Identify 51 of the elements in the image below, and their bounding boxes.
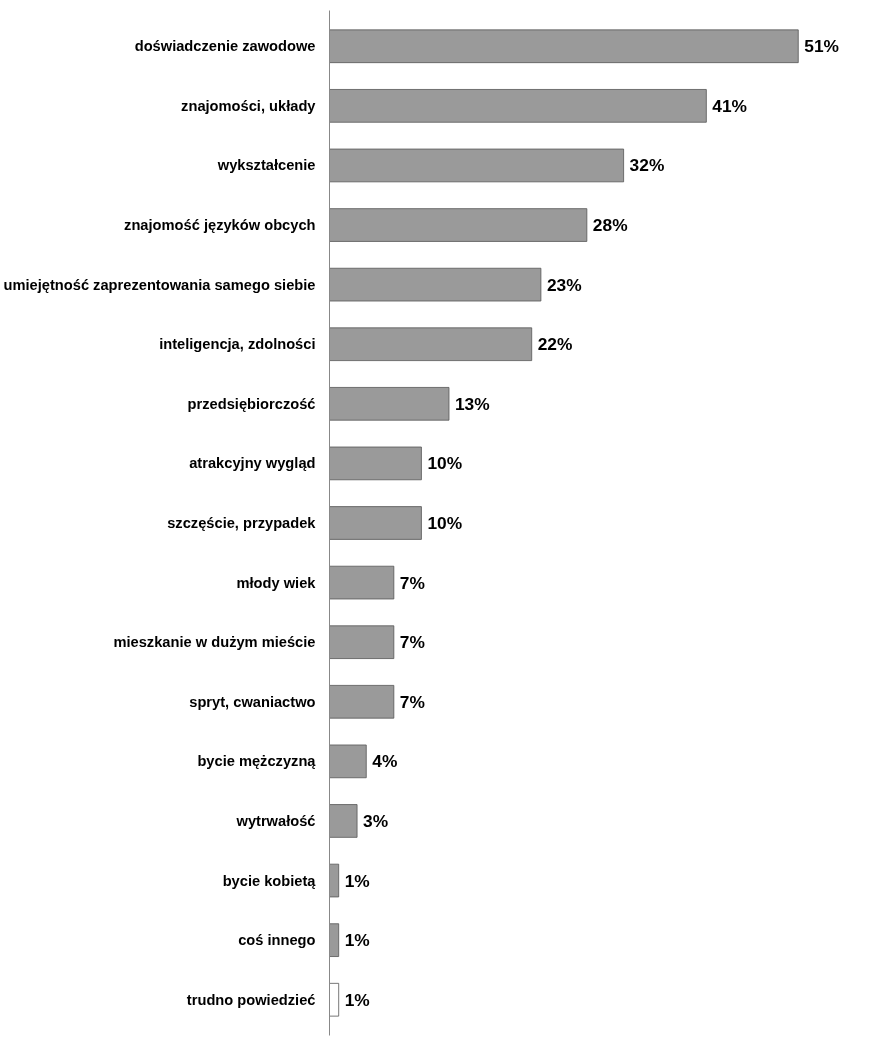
data-label: 10% bbox=[427, 513, 463, 533]
y-tick-label: doświadczenie zawodowe bbox=[134, 38, 316, 55]
bar bbox=[329, 565, 395, 600]
bar bbox=[329, 89, 707, 123]
data-label: 7% bbox=[399, 572, 425, 593]
data-label: 3% bbox=[363, 810, 389, 831]
data-label: 32% bbox=[629, 155, 665, 176]
y-tick-label: bycie kobietą bbox=[222, 872, 317, 889]
bar bbox=[329, 804, 358, 838]
bar bbox=[329, 744, 367, 779]
data-label: 41% bbox=[712, 95, 748, 116]
bar bbox=[329, 446, 422, 481]
bar bbox=[329, 982, 340, 1017]
bar bbox=[329, 387, 450, 421]
y-tick-label: szczęście, przypadek bbox=[167, 515, 317, 531]
data-label: 23% bbox=[546, 274, 582, 295]
data-label: 1% bbox=[344, 989, 370, 1010]
data-label: 13% bbox=[454, 393, 490, 414]
y-tick-label: inteligencja, zdolności bbox=[159, 336, 316, 353]
bar bbox=[329, 863, 340, 898]
data-label: 4% bbox=[372, 751, 398, 772]
data-label: 7% bbox=[399, 691, 425, 712]
y-tick-label: wytrwałość bbox=[235, 812, 316, 829]
y-tick-label: trudno powiedzieć bbox=[186, 991, 316, 1008]
data-label: 1% bbox=[344, 870, 370, 891]
y-tick-label: znajomości, układy bbox=[181, 97, 317, 114]
bar bbox=[329, 625, 395, 659]
data-label: 51% bbox=[804, 36, 839, 57]
data-label: 1% bbox=[344, 930, 370, 951]
bar bbox=[329, 29, 799, 64]
y-tick-label: atrakcyjny wygląd bbox=[189, 455, 316, 472]
y-tick-label: wykształcenie bbox=[216, 157, 316, 174]
y-tick-label: coś innego bbox=[238, 932, 316, 949]
data-label: 10% bbox=[427, 453, 463, 474]
y-tick-label: umiejętność zaprezentowania samego siebie bbox=[3, 276, 316, 293]
y-tick-label: młody wiek bbox=[236, 574, 317, 591]
bar bbox=[329, 684, 395, 719]
bar bbox=[329, 267, 542, 302]
y-tick-label: bycie mężczyzną bbox=[197, 753, 317, 770]
bar bbox=[329, 923, 340, 957]
y-tick-label: mieszkanie w dużym mieście bbox=[113, 634, 316, 651]
bar bbox=[329, 506, 422, 540]
y-tick-label: znajomość języków obcych bbox=[124, 217, 316, 234]
bar bbox=[329, 327, 533, 362]
data-label: 22% bbox=[537, 334, 573, 355]
data-label: 7% bbox=[399, 632, 425, 653]
y-tick-label: przedsiębiorczość bbox=[187, 395, 316, 412]
bar bbox=[329, 148, 625, 183]
bar bbox=[329, 208, 588, 242]
y-tick-label: spryt, cwaniactwo bbox=[189, 693, 316, 710]
data-label: 28% bbox=[592, 215, 628, 236]
